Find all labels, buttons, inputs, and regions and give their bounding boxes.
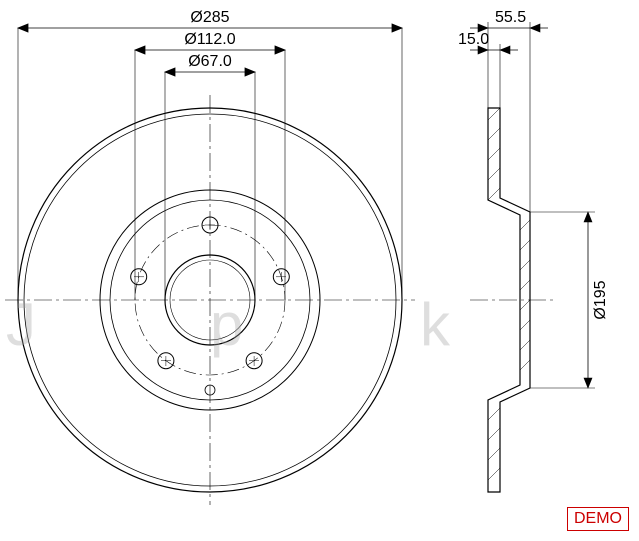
dim-bolt-circle: Ø112.0 (184, 31, 235, 48)
dim-disc-thickness: 15.0 (458, 31, 489, 48)
demo-badge: DEMO (567, 507, 629, 531)
dim-hat-diameter: Ø195 (592, 280, 609, 319)
front-view: Ø285 Ø112.0 Ø67.0 (5, 9, 415, 505)
side-view: 55.5 15.0 Ø195 (458, 9, 609, 492)
dim-overall-width: 55.5 (495, 9, 526, 26)
dim-outer-diameter: Ø285 (190, 9, 229, 26)
dim-center-bore: Ø67.0 (188, 53, 232, 70)
technical-drawing: Ø285 Ø112.0 Ø67.0 (0, 0, 639, 541)
section-hatching (488, 108, 530, 480)
